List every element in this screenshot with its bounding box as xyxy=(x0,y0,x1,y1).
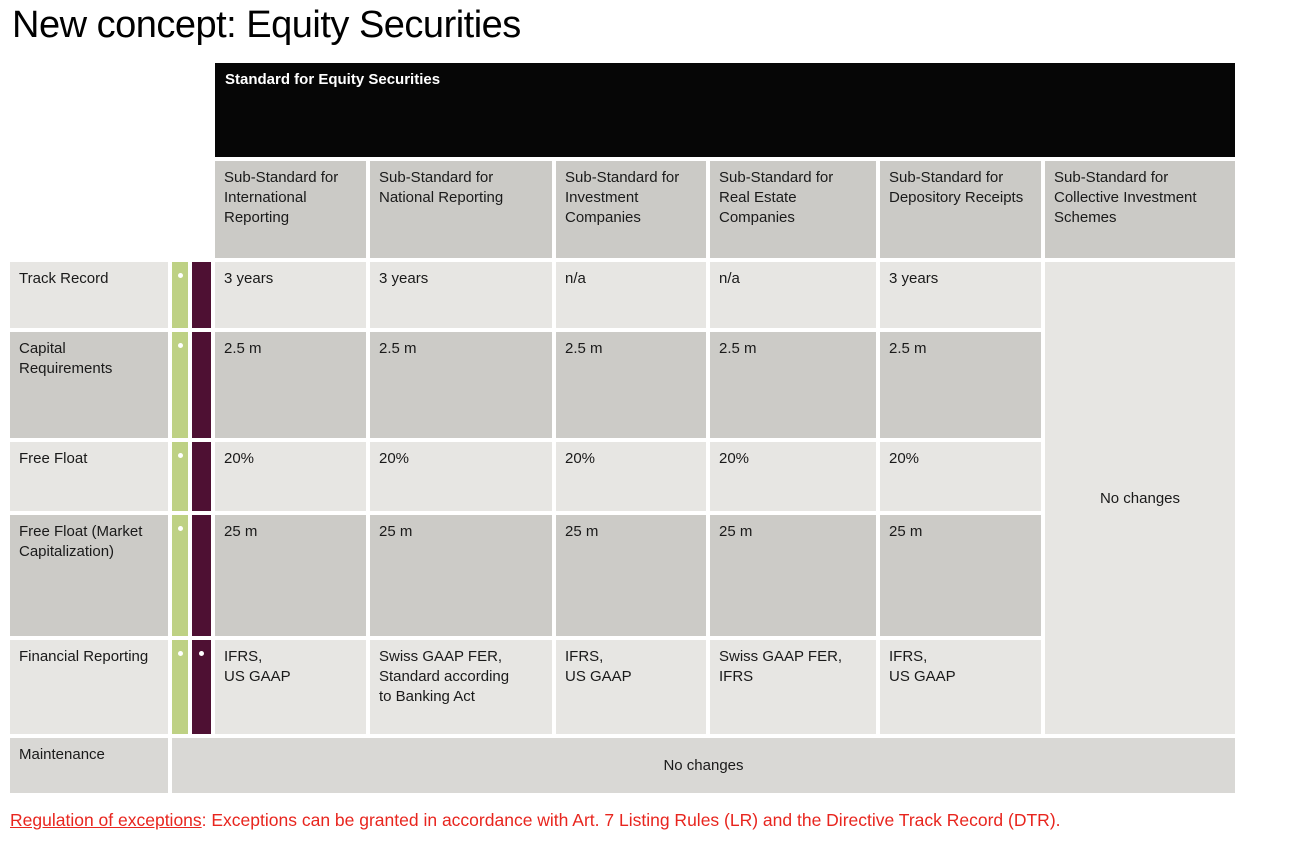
table-cell: n/a xyxy=(710,262,876,328)
row-label-maintenance: Maintenance xyxy=(10,738,168,793)
green-marker-dot xyxy=(177,453,183,458)
row-label-financial-reporting: Financial Reporting xyxy=(10,640,168,734)
table-cell: 25 m xyxy=(215,515,366,636)
column-header-international-reporting: Sub-Standard for International Reporting xyxy=(215,161,366,258)
maroon-stripe xyxy=(192,442,211,511)
column-header-depository-receipts: Sub-Standard for Depository Receipts xyxy=(880,161,1041,258)
footnote-rest: : Exceptions can be granted in accordanc… xyxy=(201,810,1061,830)
table-main-header-label: Standard for Equity Securities xyxy=(225,71,441,88)
footnote-lead: Regulation of exceptions xyxy=(10,810,202,830)
table-cell: IFRS, US GAAP xyxy=(215,640,366,734)
green-stripe xyxy=(172,640,188,734)
table-cell: 25 m xyxy=(710,515,876,636)
page-title: New concept: Equity Securities xyxy=(12,4,521,46)
maroon-stripe xyxy=(192,332,211,438)
row-label-capital-requirements: Capital Requirements xyxy=(10,332,168,438)
collective-no-changes-cell: No changes xyxy=(1045,262,1235,734)
table-main-header: Standard for Equity Securities xyxy=(215,63,1235,157)
table-cell: 2.5 m xyxy=(215,332,366,438)
table-cell: 2.5 m xyxy=(710,332,876,438)
green-stripe xyxy=(172,515,188,636)
maroon-marker-dot xyxy=(199,651,204,656)
green-marker-dot xyxy=(177,273,183,278)
maroon-stripe xyxy=(192,640,211,734)
table-cell: 3 years xyxy=(880,262,1041,328)
green-stripe xyxy=(172,442,188,511)
maroon-stripe xyxy=(192,262,211,328)
green-marker-dot xyxy=(177,343,183,348)
table-cell: 3 years xyxy=(370,262,552,328)
table-cell: Swiss GAAP FER, Standard according to Ba… xyxy=(370,640,552,734)
table-cell: 20% xyxy=(880,442,1041,511)
table-cell: 25 m xyxy=(880,515,1041,636)
table-cell: 20% xyxy=(710,442,876,511)
row-label-track-record: Track Record xyxy=(10,262,168,328)
table-cell: 20% xyxy=(556,442,706,511)
table-cell: 20% xyxy=(370,442,552,511)
table-cell: 3 years xyxy=(215,262,366,328)
table-cell: 2.5 m xyxy=(880,332,1041,438)
table-cell: 2.5 m xyxy=(370,332,552,438)
column-header-collective-investment-schemes: Sub-Standard for Collective Investment S… xyxy=(1045,161,1235,258)
green-stripe xyxy=(172,262,188,328)
table-cell: IFRS, US GAAP xyxy=(880,640,1041,734)
column-header-investment-companies: Sub-Standard for Investment Companies xyxy=(556,161,706,258)
row-label-free-float-market-cap: Free Float (Market Capitalization) xyxy=(10,515,168,636)
green-stripe xyxy=(172,332,188,438)
table-cell: 20% xyxy=(215,442,366,511)
table-cell: IFRS, US GAAP xyxy=(556,640,706,734)
table-cell: 25 m xyxy=(370,515,552,636)
column-header-real-estate-companies: Sub-Standard for Real Estate Companies xyxy=(710,161,876,258)
column-header-national-reporting: Sub-Standard for National Reporting xyxy=(370,161,552,258)
equity-securities-table: Standard for Equity Securities Sub-Stand… xyxy=(10,63,1235,793)
footnote: Regulation of exceptions: Exceptions can… xyxy=(10,810,1061,831)
maroon-stripe xyxy=(192,515,211,636)
table-cell: Swiss GAAP FER, IFRS xyxy=(710,640,876,734)
table-cell: 2.5 m xyxy=(556,332,706,438)
green-marker-dot xyxy=(177,651,183,656)
green-marker-dot xyxy=(177,526,183,531)
table-cell: n/a xyxy=(556,262,706,328)
row-label-free-float: Free Float xyxy=(10,442,168,511)
table-cell: 25 m xyxy=(556,515,706,636)
maintenance-no-changes-cell: No changes xyxy=(172,738,1235,793)
